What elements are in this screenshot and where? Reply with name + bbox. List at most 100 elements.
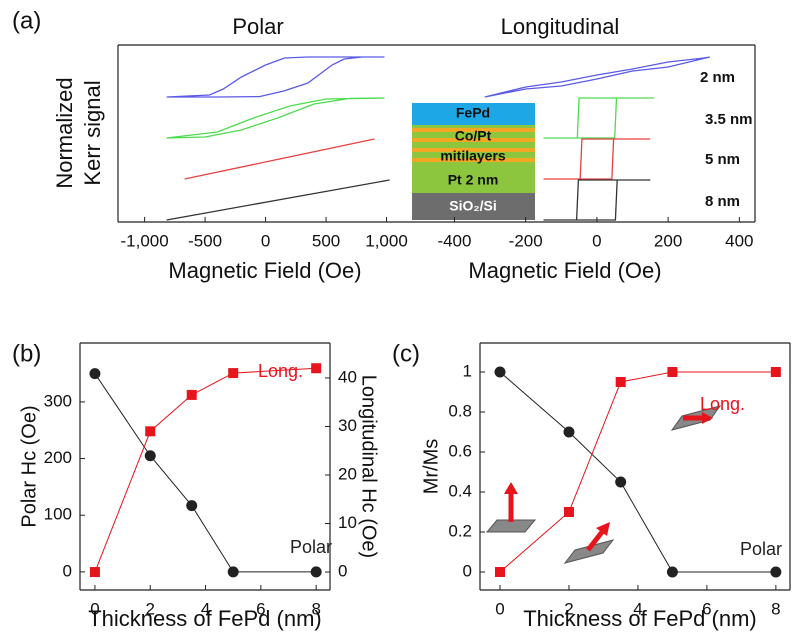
marker (310, 566, 322, 578)
layer-label: FePd (456, 105, 490, 121)
y-tick-label: 300 (44, 391, 72, 410)
x-tick-label: 2 (146, 599, 155, 618)
x-tick-label: 200 (654, 231, 682, 250)
marker (495, 567, 505, 577)
layer-label: SiO₂/Si (449, 198, 496, 214)
x-axis-title: Magnetic Field (Oe) (468, 258, 661, 283)
x-tick-label: 400 (725, 231, 753, 250)
stripe (412, 148, 535, 152)
layer-label: Pt 2 nm (448, 172, 499, 188)
marker (563, 507, 574, 517)
y2-tick-label: 40 (338, 367, 357, 386)
panel-label: (a) (12, 7, 41, 34)
stripe (412, 158, 535, 162)
y2-tick-label: 10 (338, 513, 357, 532)
layer-stack: FePd Co/Pt mitilayers Pt 2 nm SiO₂/Si (412, 103, 535, 220)
series-label: 5 nm (705, 151, 740, 168)
y-tick-label: 0.8 (448, 401, 472, 420)
marker (89, 567, 100, 578)
layer-label: Co/Pt (455, 128, 492, 144)
series-label: 2 nm (700, 69, 735, 86)
x-tick-label: 6 (702, 599, 711, 618)
layer-fepd (412, 103, 535, 125)
y-axis-title: Normalized (52, 77, 77, 188)
marker (563, 426, 575, 438)
marker (667, 367, 678, 377)
marker (311, 363, 322, 374)
series-label: Long. (700, 394, 745, 414)
marker (770, 367, 781, 377)
y-tick-label: 0 (63, 561, 72, 580)
y-tick-label: 0.4 (448, 481, 472, 500)
stripe (412, 138, 535, 142)
y-tick-label: 0.6 (448, 441, 472, 460)
y2-tick-label: 30 (338, 416, 357, 435)
marker (144, 450, 156, 462)
series-label: 3.5 nm (705, 111, 753, 128)
x-tick-label: 2 (564, 599, 573, 618)
series-label: Polar (290, 537, 332, 557)
marker (228, 368, 239, 379)
series-line (184, 138, 375, 180)
chart-title: Polar (232, 14, 283, 39)
y-axis-title: Mr/Ms (420, 439, 442, 495)
icon-tilted (563, 522, 615, 564)
x-tick-label: 4 (201, 599, 210, 618)
series-line (166, 56, 385, 98)
layer-pt (412, 168, 535, 193)
x-tick-label: 8 (311, 599, 320, 618)
series-line (543, 97, 654, 139)
y-tick-label: 0 (463, 561, 472, 580)
x-tick-label: 8 (771, 599, 780, 618)
y-axis-title: Kerr signal (80, 80, 105, 185)
marker (666, 566, 678, 578)
marker (186, 500, 198, 512)
marker (145, 426, 156, 437)
stripe (412, 128, 535, 132)
x-tick-label: -500 (188, 231, 222, 250)
x-axis-title: Thickness of FePd (nm) (88, 606, 322, 631)
series-line (94, 373, 317, 573)
layer-label: mitilayers (440, 148, 506, 164)
icon-perpendicular (485, 482, 537, 533)
x-axis-title: Thickness of FePd (nm) (523, 606, 757, 631)
marker (186, 389, 197, 400)
x-tick-label: 1,000 (365, 231, 408, 250)
marker (770, 566, 782, 578)
marker (615, 377, 626, 387)
series-line (543, 179, 651, 221)
y-tick-label: 200 (44, 448, 72, 467)
y2-axis-title: Longitudinal Hc (Oe) (358, 375, 380, 558)
y-axis-title: Polar Hc (Oe) (18, 405, 40, 527)
series-line (166, 179, 390, 221)
marker (227, 566, 239, 578)
layer-substrate (412, 193, 535, 220)
panel-label: (c) (392, 340, 420, 367)
x-tick-label: 500 (312, 231, 340, 250)
x-tick-label: 6 (256, 599, 265, 618)
x-tick-label: 0 (90, 599, 99, 618)
x-tick-label: -1,000 (121, 231, 169, 250)
y2-tick-label: 20 (338, 464, 357, 483)
series-label: Long. (258, 361, 303, 381)
y-tick-label: 0.2 (448, 521, 472, 540)
x-axis-title: Magnetic Field (Oe) (168, 258, 361, 283)
marker (615, 476, 627, 488)
x-tick-label: -400 (437, 231, 471, 250)
x-tick-label: -200 (509, 231, 543, 250)
series-label: 8 nm (705, 193, 740, 210)
marker (89, 368, 101, 380)
chart-title: Longitudinal (501, 14, 620, 39)
y-tick-label: 1 (463, 361, 472, 380)
x-tick-label: 0 (495, 599, 504, 618)
marker (494, 366, 506, 378)
x-tick-label: 0 (592, 231, 601, 250)
series-line (94, 367, 317, 573)
x-tick-label: 0 (261, 231, 270, 250)
y-tick-label: 100 (44, 505, 72, 524)
series-line (166, 97, 385, 139)
y2-tick-label: 0 (338, 562, 347, 581)
series-line (543, 138, 651, 180)
series-line (484, 56, 710, 98)
